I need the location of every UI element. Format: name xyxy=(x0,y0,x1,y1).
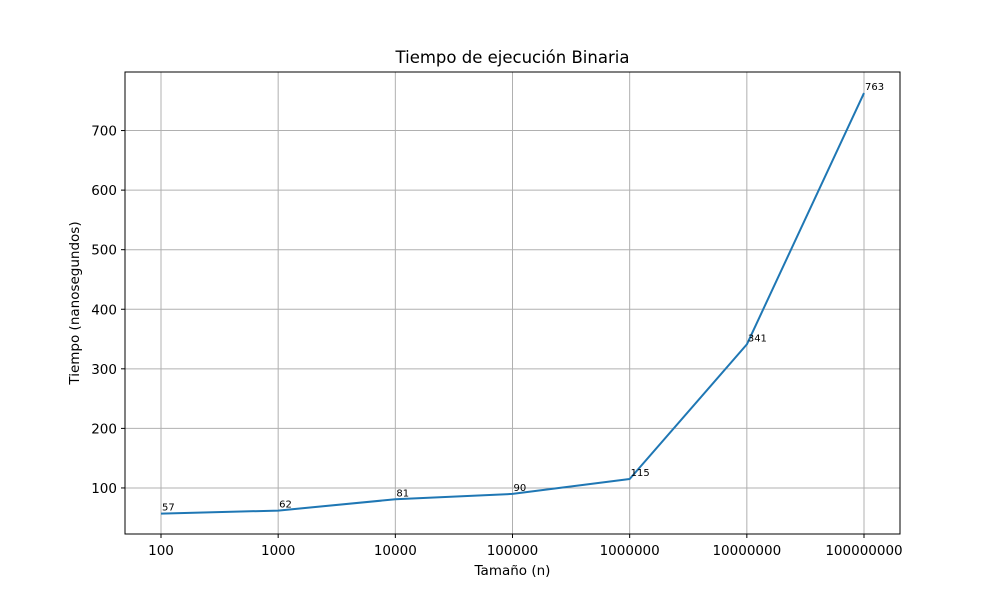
x-tick-label: 10000000 xyxy=(712,543,781,559)
x-axis-label: Tamaño (n) xyxy=(474,563,551,579)
grid xyxy=(125,72,900,534)
y-tick-label: 500 xyxy=(91,243,117,259)
data-label: 90 xyxy=(514,483,527,494)
chart-title: Tiempo de ejecución Binaria xyxy=(395,48,630,67)
x-tick-label: 10000 xyxy=(374,543,417,559)
x-tick-label: 1000 xyxy=(261,543,295,559)
data-label: 341 xyxy=(748,333,767,344)
y-tick-label: 400 xyxy=(91,302,117,318)
x-tick-label: 100000 xyxy=(487,543,539,559)
y-tick-label: 100 xyxy=(91,481,117,497)
x-tick-label: 1000000 xyxy=(600,543,660,559)
y-tick-label: 700 xyxy=(91,124,117,140)
data-label: 81 xyxy=(396,488,409,499)
data-labels: 57 62 81 90 115 341 763 xyxy=(162,82,884,514)
y-tick-label: 300 xyxy=(91,362,117,378)
x-tick-label: 100000000 xyxy=(825,543,902,559)
data-label: 115 xyxy=(631,468,650,479)
data-label: 57 xyxy=(162,503,175,514)
x-tick-label: 100 xyxy=(148,543,174,559)
data-label: 62 xyxy=(279,500,292,511)
y-tick-label: 600 xyxy=(91,183,117,199)
data-label: 763 xyxy=(865,82,884,93)
y-axis-label: Tiempo (nanosegundos) xyxy=(67,221,83,385)
y-tick-label: 200 xyxy=(91,421,117,437)
